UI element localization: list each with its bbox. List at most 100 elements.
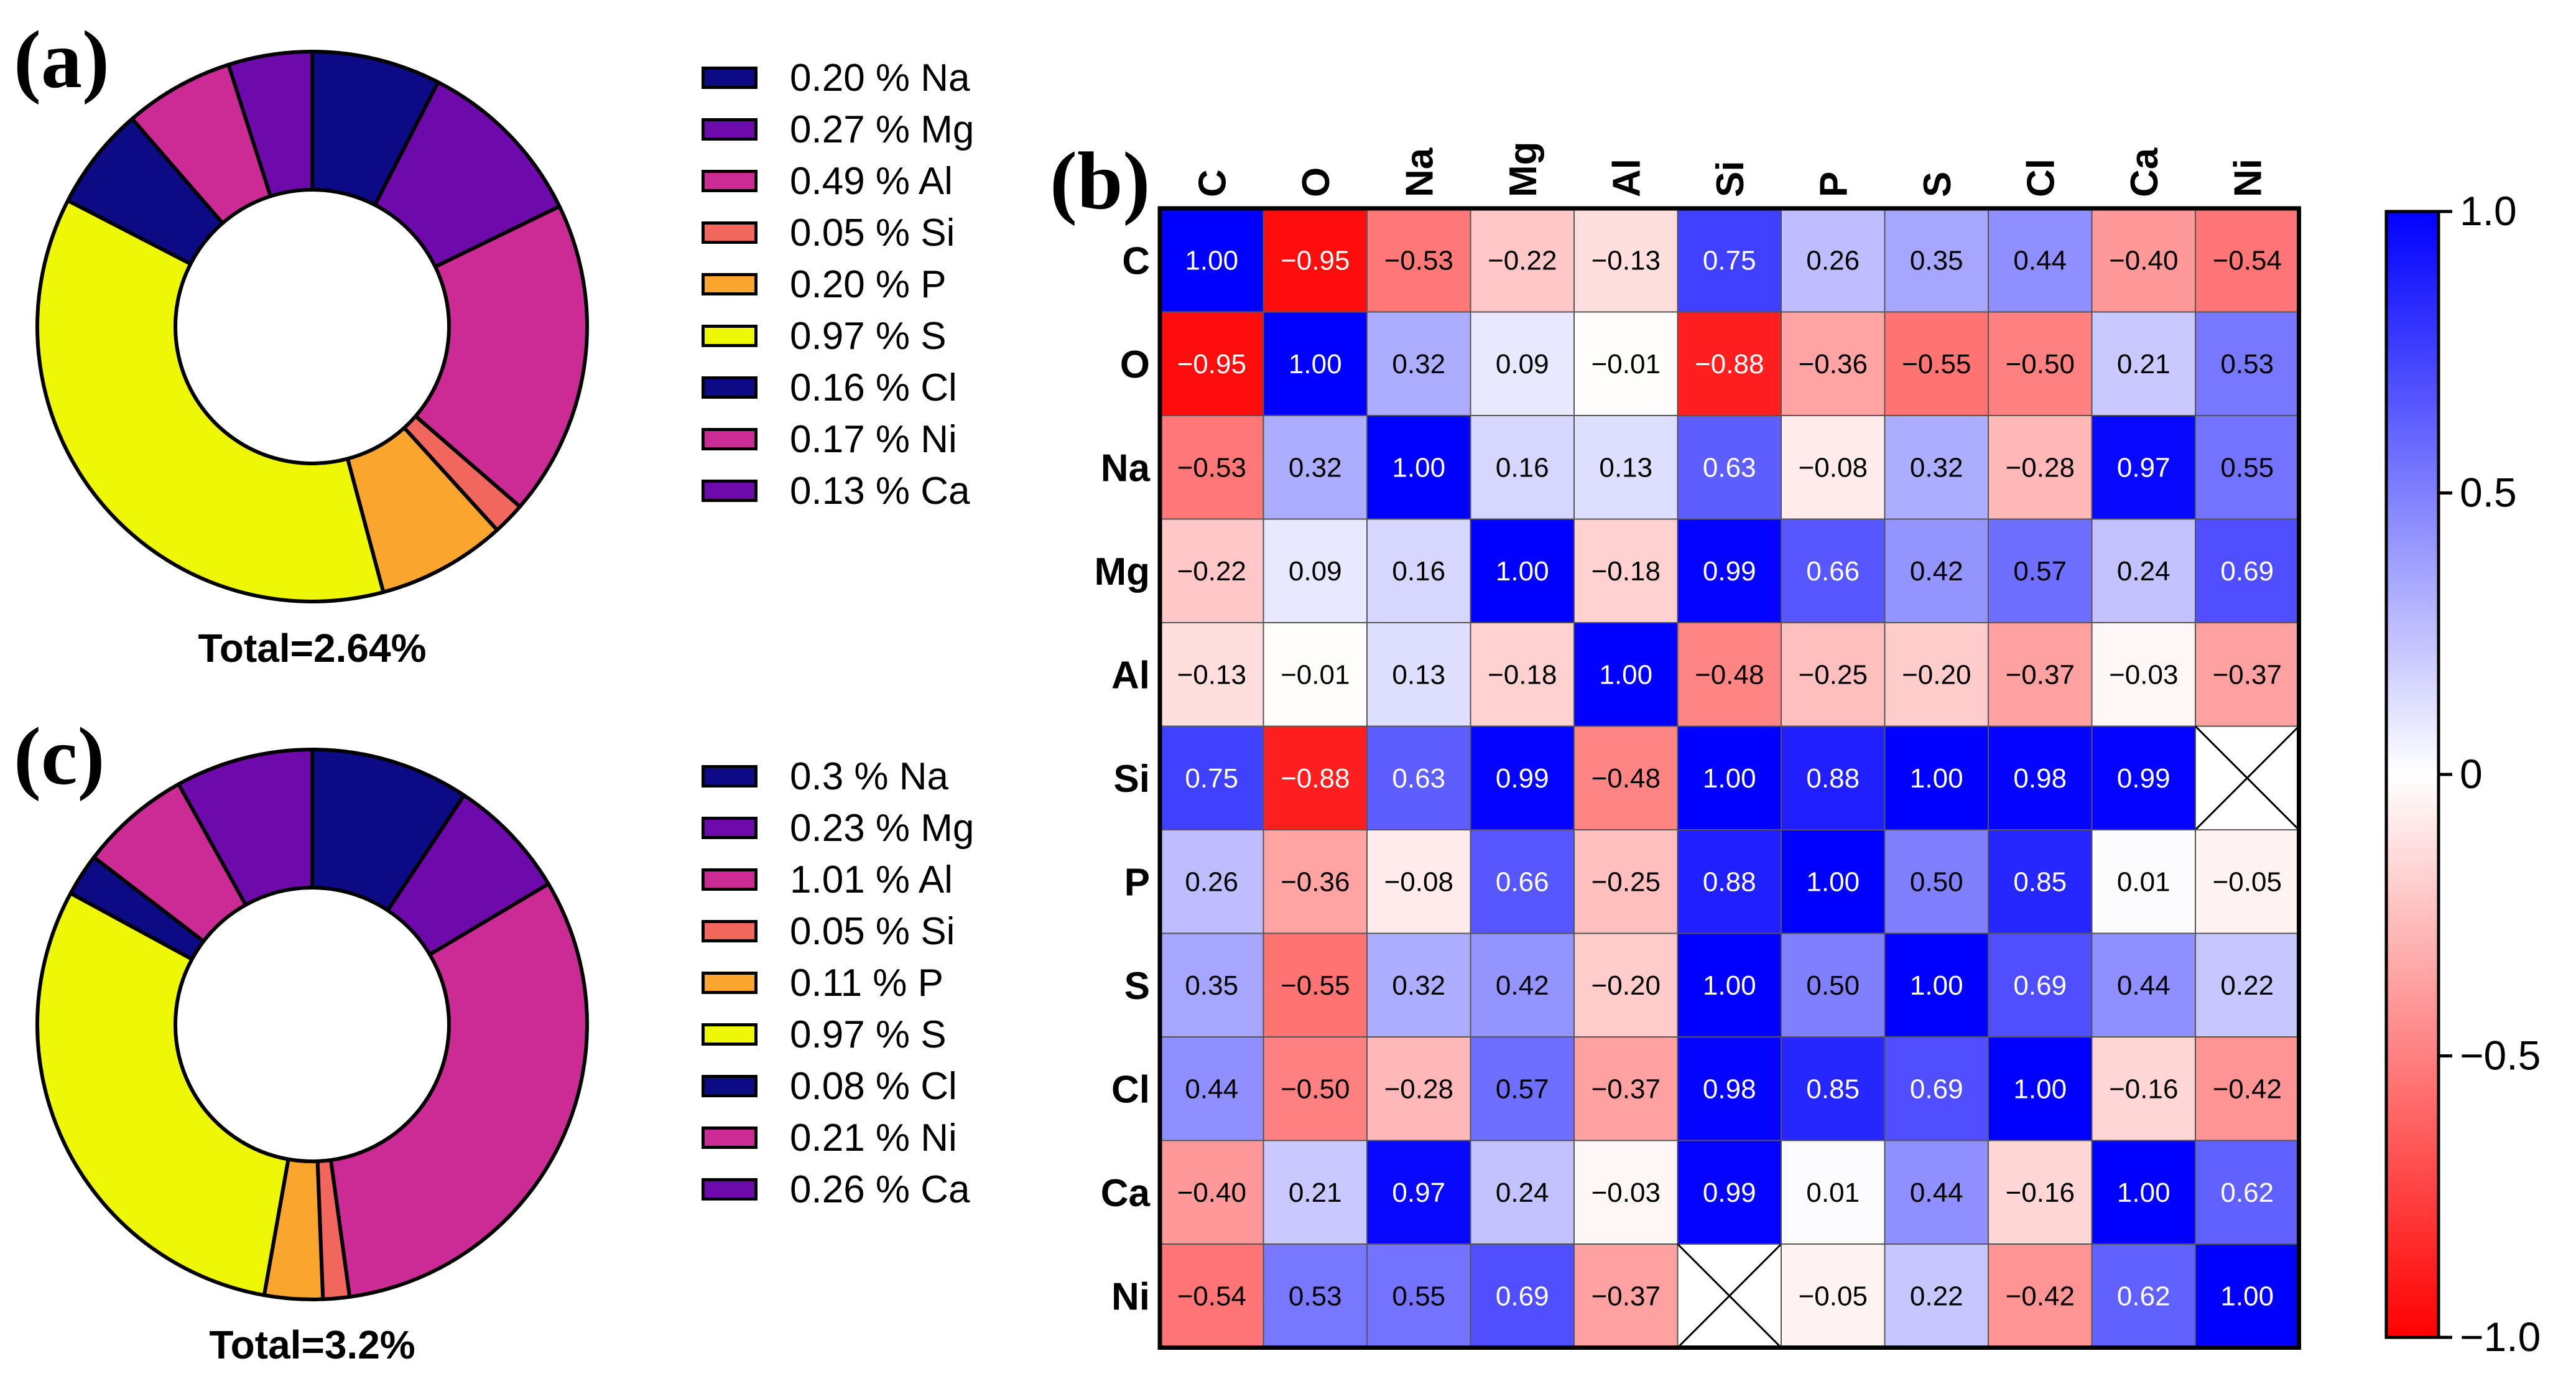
heatmap-cell-Si-P bbox=[1781, 725, 1886, 830]
donut-slice-a-8 bbox=[226, 50, 314, 198]
heatmap-cell-Mg-Ca bbox=[2091, 518, 2196, 623]
legend-label: 0.21 % Ni bbox=[790, 1116, 957, 1159]
col-label-Si: Si bbox=[1709, 160, 1752, 197]
heatmap-value-label: 0.44 bbox=[1910, 1178, 1963, 1208]
heatmap-value-label: −0.53 bbox=[1177, 452, 1246, 483]
heatmap-value-label: 1.00 bbox=[2013, 1074, 2067, 1104]
heatmap-cell-Si-Si bbox=[1677, 725, 1782, 830]
heatmap-value-label: −0.13 bbox=[1591, 245, 1661, 276]
heatmap-value-label: −0.22 bbox=[1488, 245, 1557, 276]
heatmap-value-label: −0.28 bbox=[2006, 452, 2075, 483]
heatmap-cell-Al-P bbox=[1781, 622, 1886, 727]
heatmap-cell-Ca-P bbox=[1781, 1140, 1886, 1245]
heatmap-value-label: −0.03 bbox=[2109, 659, 2178, 690]
heatmap-value-label: −0.48 bbox=[1695, 659, 1764, 690]
heatmap-cell-C-Si bbox=[1677, 208, 1782, 313]
heatmap-cell-Cl-O bbox=[1263, 1036, 1368, 1141]
heatmap-cell-O-Al bbox=[1573, 311, 1679, 416]
heatmap-cell-P-Si bbox=[1677, 829, 1782, 934]
heatmap-value-label: 0.32 bbox=[1392, 970, 1445, 1001]
heatmap-cell-Al-S bbox=[1884, 622, 1989, 727]
legend-label: 1.01 % Al bbox=[790, 858, 953, 901]
legend-label: 0.13 % Ca bbox=[790, 469, 970, 513]
heatmap-cell-Ca-Mg bbox=[1470, 1140, 1575, 1245]
heatmap-cell-Mg-Al bbox=[1573, 518, 1679, 623]
heatmap-cell-Mg-P bbox=[1781, 518, 1886, 623]
heatmap-value-label: −0.16 bbox=[2006, 1178, 2075, 1208]
heatmap-cell-Si-Al bbox=[1573, 725, 1679, 830]
heatmap-value-label: −0.18 bbox=[1591, 556, 1661, 587]
heatmap-value-label: 1.00 bbox=[1185, 245, 1238, 276]
heatmap-cell-C-O bbox=[1263, 208, 1368, 313]
heatmap-value-label: 0.69 bbox=[2220, 556, 2274, 587]
legend-label: 0.17 % Ni bbox=[790, 417, 957, 461]
heatmap-value-label: 0.22 bbox=[1910, 1281, 1963, 1311]
heatmap-value-label: 0.13 bbox=[1599, 452, 1652, 483]
col-label-Na: Na bbox=[1398, 147, 1441, 197]
heatmap-cell-C-Ca bbox=[2091, 208, 2196, 313]
heatmap-value-label: −0.01 bbox=[1281, 659, 1350, 690]
missing-cell-cross bbox=[2194, 725, 2300, 831]
heatmap-value-label: 0.44 bbox=[1185, 1074, 1238, 1104]
heatmap-value-label: −0.54 bbox=[2213, 245, 2282, 276]
total-label-a: Total=2.64% bbox=[198, 626, 427, 671]
heatmap-cell-Si-Ca bbox=[2091, 725, 2196, 830]
heatmap-value-label: 0.88 bbox=[1806, 763, 1860, 794]
legend-swatch bbox=[702, 1075, 758, 1097]
heatmap-value-label: 0.53 bbox=[2220, 349, 2274, 379]
heatmap-value-label: −0.50 bbox=[2006, 349, 2075, 379]
heatmap-cell-Na-Si bbox=[1677, 415, 1782, 520]
heatmap-value-label: 0.44 bbox=[2013, 245, 2067, 276]
legend-swatch bbox=[702, 972, 758, 994]
heatmap-value-label: −0.36 bbox=[1799, 349, 1868, 379]
legend-swatch bbox=[702, 221, 758, 244]
heatmap-value-label: 0.35 bbox=[1910, 245, 1963, 276]
heatmap-value-label: 0.69 bbox=[1496, 1281, 1549, 1311]
heatmap-cell-Na-Al bbox=[1573, 415, 1679, 520]
heatmap-cell-O-Cl bbox=[1988, 311, 2093, 416]
heatmap-cell-Si-S bbox=[1884, 725, 1989, 830]
heatmap-value-label: 1.00 bbox=[1496, 556, 1549, 587]
heatmap-value-label: 0.57 bbox=[2013, 556, 2067, 587]
heatmap-value-label: 0.09 bbox=[1496, 349, 1549, 379]
heatmap-value-label: −0.48 bbox=[1591, 763, 1661, 794]
heatmap-cell-Cl-Si bbox=[1677, 1036, 1782, 1141]
row-label-O: O bbox=[1120, 343, 1150, 386]
row-label-Cl: Cl bbox=[1111, 1068, 1150, 1111]
heatmap-value-label: 0.97 bbox=[1392, 1178, 1445, 1208]
heatmap-value-label: −0.36 bbox=[1281, 866, 1350, 897]
legend-swatch bbox=[702, 817, 758, 839]
heatmap-value-label: −0.18 bbox=[1488, 659, 1557, 690]
legend-swatch bbox=[702, 868, 758, 891]
heatmap-value-label: 1.00 bbox=[1703, 763, 1756, 794]
heatmap-cell-Ca-Ni bbox=[2195, 1140, 2300, 1245]
heatmap-cell-S-C bbox=[1159, 932, 1264, 1038]
heatmap-value-label: 0.55 bbox=[2220, 452, 2274, 483]
heatmap-value-label: −0.05 bbox=[2213, 866, 2282, 897]
heatmap-value-label: 0.69 bbox=[1910, 1074, 1963, 1104]
legend-swatch bbox=[702, 1127, 758, 1149]
heatmap-value-label: −0.55 bbox=[1902, 349, 1971, 379]
heatmap-cell-Ca-Si bbox=[1677, 1140, 1782, 1245]
heatmap-cell-Na-Ni bbox=[2195, 415, 2300, 520]
heatmap-cell-O-Si bbox=[1677, 311, 1782, 416]
donut-slice-c-8 bbox=[177, 748, 314, 907]
row-label-P: P bbox=[1124, 861, 1150, 904]
legend-swatch bbox=[702, 118, 758, 141]
legend-label: 0.26 % Ca bbox=[790, 1168, 970, 1211]
heatmap-value-label: 0.22 bbox=[2220, 970, 2274, 1001]
heatmap-cell-Ca-C bbox=[1159, 1140, 1264, 1245]
correlation-heatmap: 1.00 −0.95 −0.53 −0.22 −0.13 0.75 0.26 0.35 0.44… bbox=[1094, 141, 2541, 1360]
heatmap-value-label: −0.37 bbox=[2213, 659, 2282, 690]
heatmap-value-label: 0.32 bbox=[1392, 349, 1445, 379]
legend-swatch bbox=[702, 170, 758, 192]
donut-slice-c-5 bbox=[35, 891, 290, 1298]
heatmap-cell-S-Ca bbox=[2091, 932, 2196, 1038]
heatmap-value-label: 1.00 bbox=[2117, 1178, 2171, 1208]
heatmap-value-label: 0.32 bbox=[1910, 452, 1963, 483]
legend-swatch bbox=[702, 273, 758, 295]
heatmap-cell-Si-O bbox=[1263, 725, 1368, 830]
heatmap-value-label: 1.00 bbox=[1806, 866, 1860, 897]
donut-slice-a-2 bbox=[414, 204, 589, 509]
heatmap-cell-S-Ni bbox=[2195, 932, 2300, 1038]
